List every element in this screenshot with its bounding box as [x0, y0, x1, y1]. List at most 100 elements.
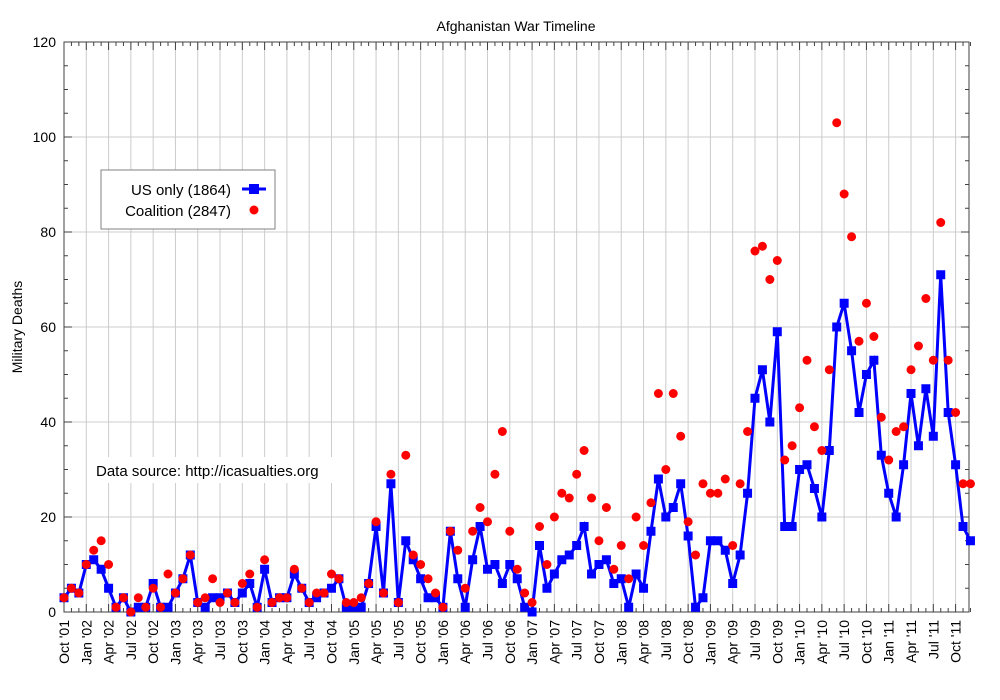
coalition-data-point	[483, 517, 493, 527]
coalition-data-point	[431, 588, 440, 598]
us-data-point	[215, 593, 225, 603]
x-tick-label: Jul '04	[301, 620, 317, 660]
us-data-point	[148, 579, 158, 588]
coalition-data-point	[683, 517, 693, 527]
coalition-data-point	[96, 536, 106, 546]
x-tick-label: Oct '11	[948, 620, 964, 663]
coalition-data-point	[668, 389, 678, 398]
us-data-point	[289, 569, 299, 579]
coalition-data-point	[557, 488, 567, 498]
x-tick-label: Apr '10	[814, 620, 830, 664]
annotation-background	[88, 457, 350, 483]
coalition-data-point	[624, 574, 634, 584]
us-data-point	[854, 408, 864, 417]
us-data-point	[557, 555, 567, 565]
coalition-data-point	[274, 593, 284, 603]
grid	[64, 42, 969, 612]
us-data-point	[512, 574, 522, 584]
series-coalition	[59, 118, 975, 617]
coalition-data-point	[913, 341, 923, 351]
coalition-data-point	[646, 498, 656, 508]
coalition-data-point	[943, 355, 953, 365]
us-data-point	[163, 602, 173, 612]
coalition-data-point	[579, 446, 589, 455]
x-tick-label: Oct '06	[502, 620, 518, 664]
coalition-data-point	[512, 564, 522, 574]
us-data-point	[646, 526, 656, 536]
coalition-data-point	[349, 598, 359, 607]
coalition-data-point	[453, 545, 463, 555]
us-data-point	[899, 460, 909, 470]
us-data-point	[579, 522, 589, 531]
coalition-data-point	[341, 598, 351, 607]
data-source-text: Data source: http://icasualties.org	[96, 463, 319, 480]
coalition-data-point	[839, 189, 849, 199]
us-data-point	[631, 569, 641, 579]
coalition-data-point	[126, 607, 136, 617]
coalition-data-point	[743, 427, 753, 436]
coalition-data-point	[802, 355, 812, 365]
coalition-data-point	[705, 488, 715, 498]
x-tick-labels: Oct '01 Jan '02 Apr '02 Jul '02 Oct '02 Jan '…	[56, 620, 964, 665]
coalition-data-point	[74, 588, 84, 598]
us-data-point	[913, 441, 923, 451]
us-data-point	[653, 474, 663, 484]
coalition-data-point	[59, 593, 69, 603]
coalition-data-point	[245, 569, 255, 579]
coalition-data-point	[289, 564, 299, 574]
us-data-point	[720, 545, 730, 555]
us-data-point	[490, 560, 500, 569]
us-data-point	[349, 602, 359, 612]
coalition-data-point	[215, 598, 225, 607]
coalition-data-point	[475, 503, 485, 512]
coalition-data-point	[468, 526, 478, 536]
us-data-point	[601, 555, 611, 565]
us-data-point	[208, 593, 218, 603]
coalition-data-point	[364, 579, 374, 588]
coalition-data-point	[460, 583, 470, 593]
us-data-point	[705, 536, 715, 546]
us-data-point	[133, 602, 143, 612]
coalition-data-point	[297, 583, 307, 593]
coalition-data-point	[691, 550, 701, 560]
coalition-data-point	[170, 588, 180, 598]
us-data-point	[824, 446, 834, 455]
coalition-data-point	[378, 588, 388, 598]
x-tick-label: Oct '03	[234, 620, 250, 664]
us-data-point	[795, 465, 805, 474]
coalition-data-point	[252, 602, 262, 612]
us-data-point	[497, 579, 507, 588]
us-data-point	[96, 564, 106, 574]
coalition-data-point	[876, 412, 886, 422]
x-tick-label: Jan '09	[702, 620, 718, 665]
coalition-data-point	[549, 512, 559, 522]
us-data-point	[802, 460, 812, 470]
legend-label-coalition: Coalition (2847)	[125, 203, 231, 220]
coalition-data-point	[535, 522, 545, 531]
us-data-point	[624, 602, 634, 612]
us-data-point	[468, 555, 478, 565]
coalition-data-point	[921, 294, 931, 303]
us-data-point	[661, 512, 671, 522]
us-data-point	[876, 450, 886, 460]
coalition-data-point	[334, 574, 344, 584]
coalition-data-point	[936, 218, 946, 227]
coalition-data-point	[401, 450, 411, 460]
x-tick-label: Jul '02	[123, 620, 139, 660]
us-data-point	[943, 408, 953, 417]
coalition-data-point	[601, 503, 611, 512]
coalition-data-point	[847, 232, 857, 242]
coalition-data-point	[326, 569, 336, 579]
x-tick-label: Apr '05	[368, 620, 384, 664]
us-data-point	[104, 583, 114, 593]
y-tick-label: 0	[48, 604, 56, 620]
us-data-point	[564, 550, 574, 560]
us-data-point	[765, 417, 775, 427]
x-tick-label: Apr '09	[725, 620, 741, 664]
y-tick-label: 20	[40, 509, 56, 525]
coalition-data-point	[148, 583, 158, 593]
coalition-data-point	[824, 365, 834, 375]
coalition-data-point	[928, 355, 938, 365]
us-data-point	[483, 564, 493, 574]
